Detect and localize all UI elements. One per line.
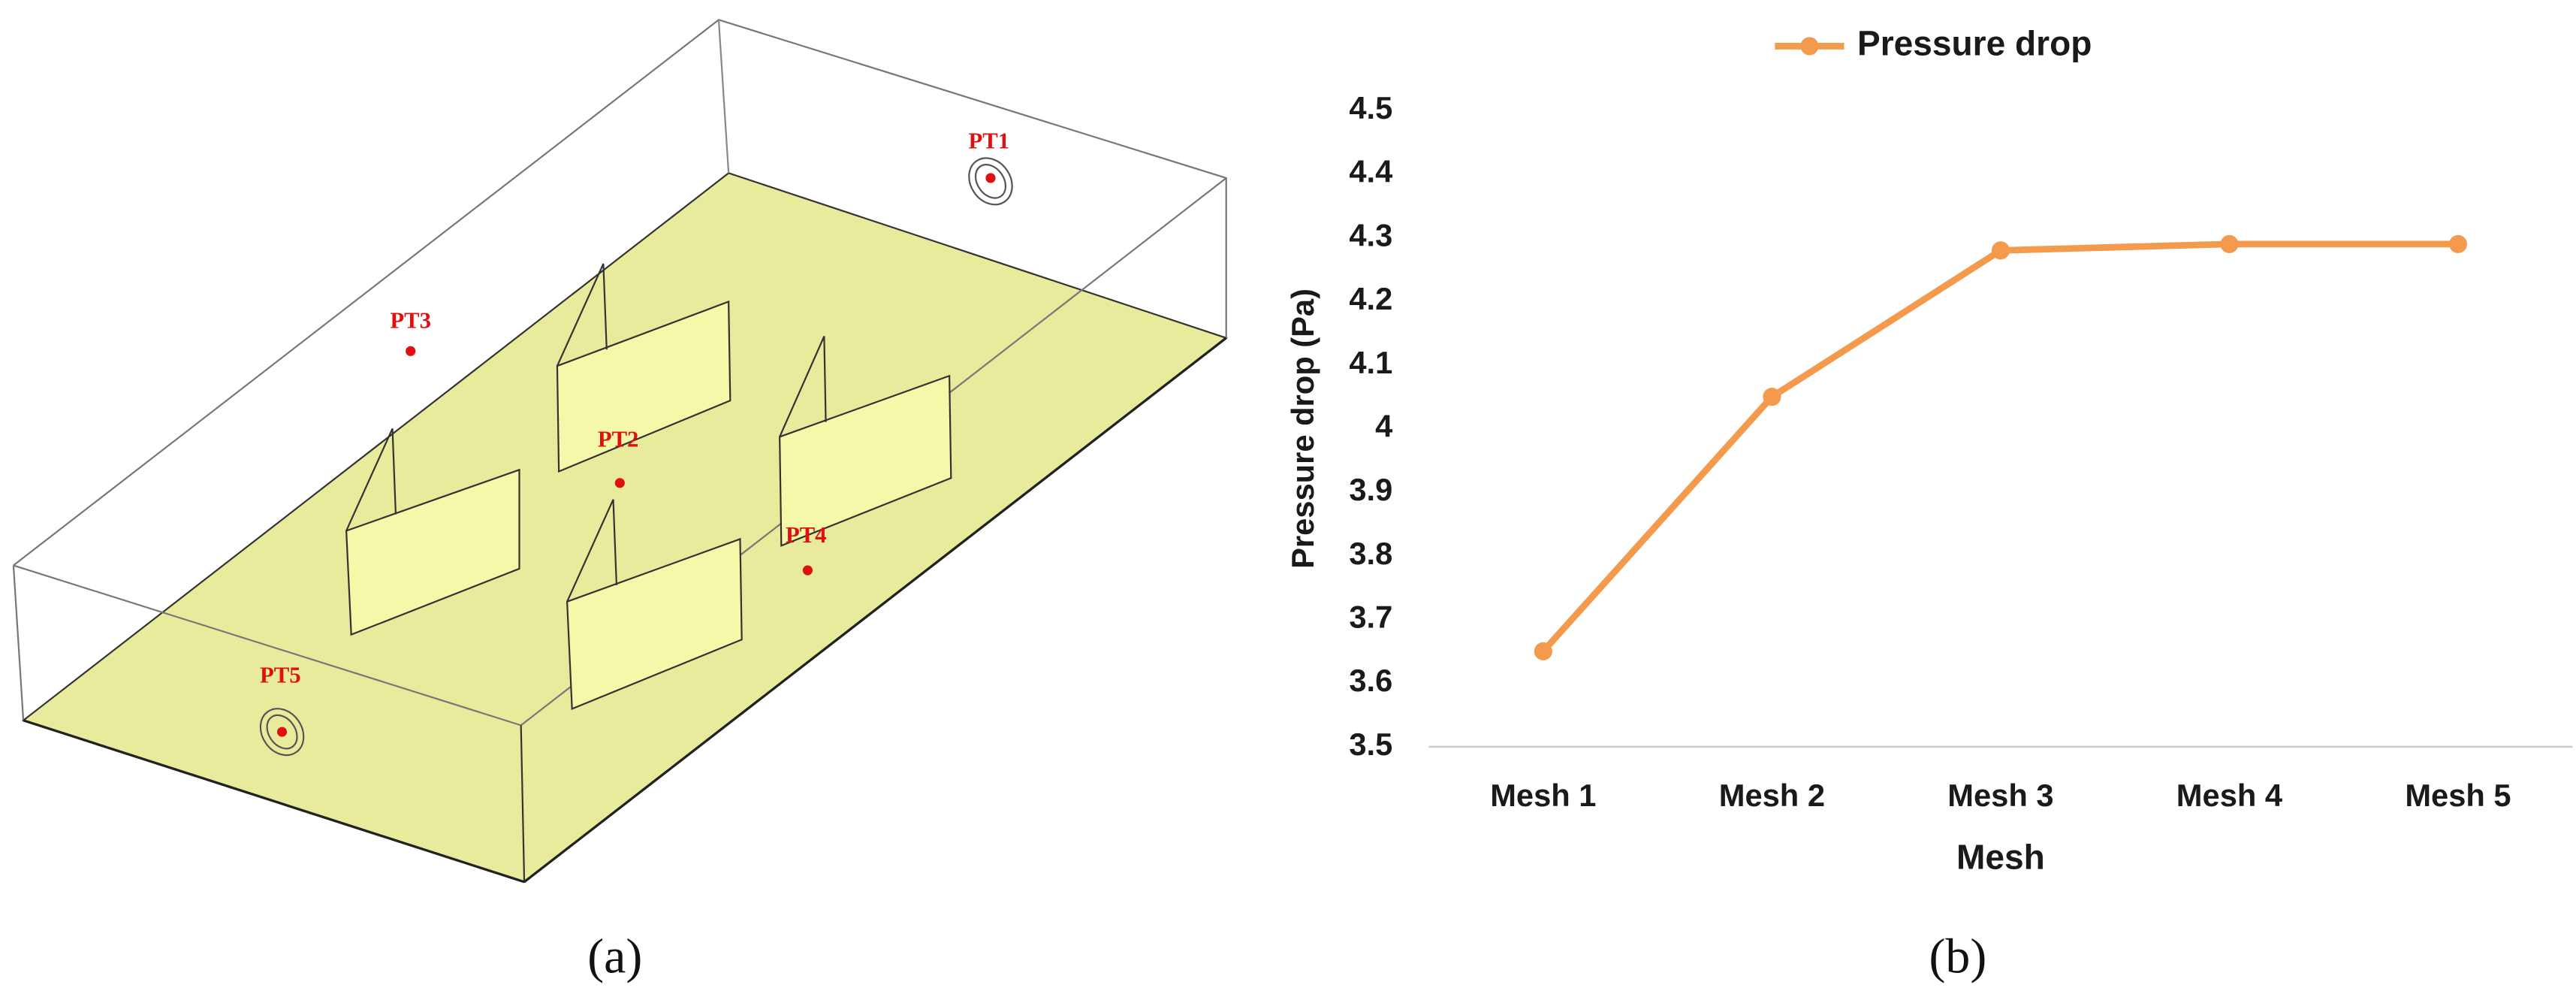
probe <box>276 727 288 737</box>
probe-label: PT5 <box>260 662 301 687</box>
y-tick-label: 3.8 <box>1349 536 1392 571</box>
y-tick-label: 3.7 <box>1349 600 1392 635</box>
probe-label: PT4 <box>786 522 827 548</box>
fin <box>566 537 743 711</box>
probe <box>802 565 813 576</box>
box-edge <box>23 719 525 884</box>
probe <box>985 173 996 183</box>
fin-edge <box>556 263 608 367</box>
y-tick-label: 4.1 <box>1349 345 1392 380</box>
data-point <box>1991 241 2010 260</box>
x-tick-label: Mesh 1 <box>1490 778 1596 813</box>
fin <box>556 300 731 473</box>
y-tick-label: 4.4 <box>1349 154 1392 189</box>
legend-marker <box>1800 37 1819 56</box>
chart: 3.5 3.6 3.7 3.8 3.9 4 4.1 4.2 4.3 4.4 4.5 Mesh 1 Mes… <box>1349 24 2573 813</box>
probe-ring <box>259 708 305 757</box>
box-edge <box>717 20 730 174</box>
y-tick-label: 3.9 <box>1349 472 1392 507</box>
box-edge <box>520 725 526 882</box>
box-edge <box>13 564 522 727</box>
legend-label: Pressure drop <box>1857 24 2092 63</box>
x-tick-label: Mesh 3 <box>1947 778 2053 813</box>
y-axis-label: Pressure drop (Pa) <box>1285 289 1320 569</box>
y-tick-label: 3.6 <box>1349 663 1392 698</box>
probe <box>614 478 625 488</box>
y-tick-label: 4.2 <box>1349 281 1392 316</box>
probe <box>406 346 416 356</box>
probe-label: PT3 <box>390 308 431 334</box>
box-edge <box>13 19 1227 566</box>
fin-edge <box>345 428 397 531</box>
y-tick-label: 3.5 <box>1349 727 1392 762</box>
data-point <box>2448 234 2468 253</box>
x-tick-label: Mesh 2 <box>1719 778 1825 813</box>
probe-ring <box>968 157 1013 206</box>
x-axis-label: Mesh <box>1956 837 2045 876</box>
x-tick-label: Mesh 5 <box>2405 778 2511 813</box>
y-tick-label: 4 <box>1375 408 1392 443</box>
series-line <box>1540 240 2458 654</box>
y-tick-label: 4.5 <box>1349 90 1392 125</box>
data-point <box>1763 388 1781 406</box>
data-point <box>2220 234 2239 253</box>
data-point <box>1534 642 1552 660</box>
box-edge <box>12 565 25 721</box>
fin <box>779 374 952 547</box>
domain-diagram <box>12 19 1229 884</box>
probe-points <box>276 173 996 737</box>
y-tick-label: 4.3 <box>1349 217 1392 252</box>
floor <box>21 172 1229 884</box>
caption: (a) <box>587 929 642 983</box>
fins <box>345 263 952 711</box>
probe-label: PT2 <box>598 427 639 452</box>
caption: (b) <box>1929 929 1986 983</box>
fin-edge <box>779 336 827 437</box>
fin <box>345 468 520 636</box>
x-tick-label: Mesh 4 <box>2176 778 2282 813</box>
probe-ring <box>266 714 298 750</box>
box-edge <box>523 337 1227 884</box>
probe-label: PT1 <box>968 128 1009 153</box>
probe-ring <box>974 164 1007 199</box>
fin-edge <box>566 499 618 603</box>
